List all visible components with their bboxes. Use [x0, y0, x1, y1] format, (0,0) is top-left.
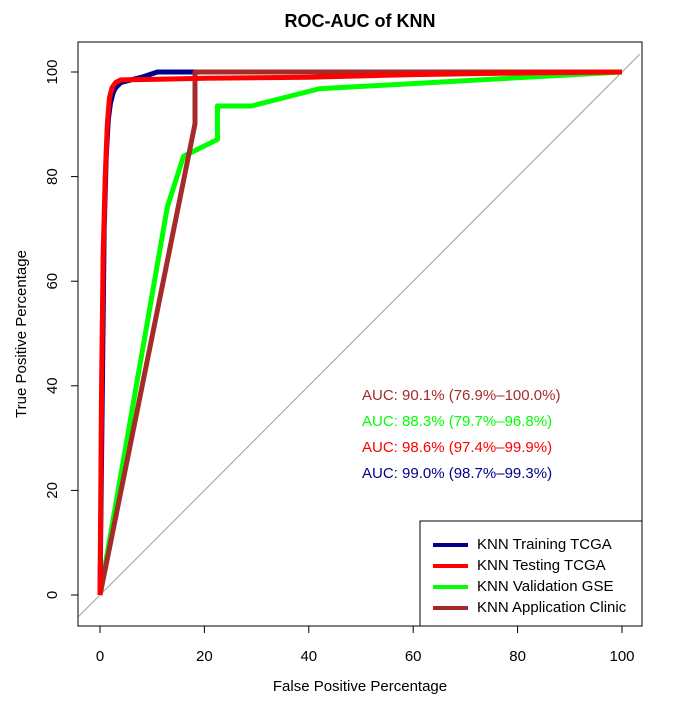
series-line-knn-application-clinic — [97, 69, 622, 596]
chart-title: ROC-AUC of KNN — [285, 11, 436, 31]
auc-annotation: AUC: 99.0% (98.7%–99.3%) — [362, 465, 552, 482]
y-tick-label: 40 — [44, 377, 61, 394]
plot-area — [78, 53, 641, 617]
x-axis-label: False Positive Percentage — [273, 678, 447, 695]
y-tick-label: 80 — [44, 168, 61, 185]
auc-annotation: AUC: 88.3% (79.7%–96.8%) — [362, 413, 552, 430]
series-line-knn-validation-gse — [97, 69, 623, 596]
legend-label: KNN Testing TCGA — [477, 557, 606, 574]
auc-annotation: AUC: 90.1% (76.9%–100.0%) — [362, 387, 560, 404]
legend: KNN Training TCGA KNN Testing TCGA KNN Val… — [419, 520, 643, 627]
reference-diagonal-line — [78, 53, 641, 617]
x-tick-label: 80 — [509, 648, 526, 665]
y-tick-label: 60 — [44, 273, 61, 290]
x-tick-label: 100 — [609, 648, 634, 665]
y-axis: 0 20 40 60 80 100 — [44, 59, 79, 599]
x-tick-label: 0 — [96, 648, 104, 665]
series-line-knn-testing-tcga — [97, 69, 623, 596]
legend-label: KNN Training TCGA — [477, 536, 612, 553]
series-group — [97, 69, 623, 596]
x-axis: 0 20 40 60 80 100 — [96, 625, 635, 665]
x-tick-label: 40 — [300, 648, 317, 665]
y-axis-label: True Positive Percentage — [13, 250, 30, 418]
legend-label: KNN Validation GSE — [477, 578, 613, 595]
legend-label: KNN Application Clinic — [477, 599, 627, 616]
x-tick-label: 60 — [405, 648, 422, 665]
y-tick-label: 100 — [44, 59, 61, 84]
auc-annotations: AUC: 90.1% (76.9%–100.0%) AUC: 88.3% (79.… — [362, 387, 560, 482]
auc-annotation: AUC: 98.6% (97.4%–99.9%) — [362, 439, 552, 456]
y-tick-label: 20 — [44, 482, 61, 499]
x-tick-label: 20 — [196, 648, 213, 665]
y-tick-label: 0 — [44, 591, 61, 599]
